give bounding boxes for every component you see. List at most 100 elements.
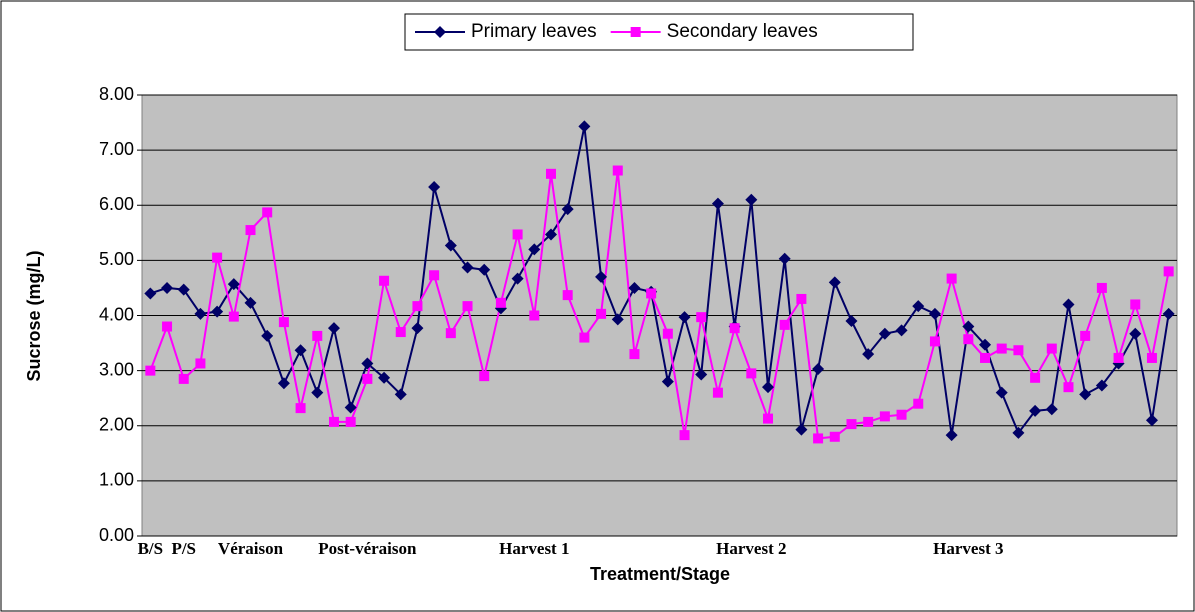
data-point xyxy=(295,403,306,414)
data-point xyxy=(980,352,991,363)
data-point xyxy=(812,362,825,375)
data-point xyxy=(1162,307,1175,320)
data-point xyxy=(828,276,841,289)
data-point xyxy=(729,323,740,334)
data-point xyxy=(863,416,874,427)
data-point xyxy=(1146,352,1157,363)
data-point xyxy=(394,388,407,401)
data-point xyxy=(562,290,573,301)
data-point xyxy=(929,336,940,347)
data-point xyxy=(712,387,723,398)
data-point xyxy=(294,344,307,357)
data-point xyxy=(1163,266,1174,277)
data-point xyxy=(813,433,824,444)
data-point xyxy=(878,327,891,340)
data-point xyxy=(879,411,890,422)
data-point xyxy=(711,197,724,210)
legend-label: Secondary leaves xyxy=(667,21,818,42)
data-point xyxy=(796,293,807,304)
data-point xyxy=(277,377,290,390)
x-tick-label: P/S xyxy=(171,539,196,558)
x-tick-label: Harvest 1 xyxy=(499,539,569,558)
data-point xyxy=(228,311,239,322)
data-point xyxy=(479,371,490,382)
data-point xyxy=(379,275,390,286)
y-tick-label: 6.00 xyxy=(99,194,134,214)
data-point xyxy=(763,413,774,424)
data-point xyxy=(327,322,340,335)
series-line xyxy=(150,126,1170,436)
data-point xyxy=(1130,299,1141,310)
data-point xyxy=(946,273,957,284)
data-point xyxy=(445,328,456,339)
data-point xyxy=(595,270,608,283)
data-point xyxy=(544,228,557,241)
data-point xyxy=(1062,298,1075,311)
data-point xyxy=(362,373,373,384)
data-point xyxy=(928,307,941,320)
data-point xyxy=(945,429,958,442)
data-point xyxy=(695,368,708,381)
data-point xyxy=(177,283,190,296)
data-point xyxy=(795,423,808,436)
data-point xyxy=(862,348,875,361)
data-point xyxy=(962,320,975,333)
data-point xyxy=(762,381,775,394)
data-point xyxy=(1129,327,1142,340)
data-point xyxy=(1045,403,1058,416)
data-point xyxy=(511,272,524,285)
data-point xyxy=(411,322,424,335)
y-tick-label: 2.00 xyxy=(99,415,134,435)
data-point xyxy=(779,319,790,330)
data-point xyxy=(444,239,457,252)
data-point xyxy=(913,398,924,409)
legend-marker xyxy=(434,26,446,38)
data-point xyxy=(679,430,690,441)
data-point xyxy=(278,317,289,328)
data-point xyxy=(212,252,223,263)
data-point xyxy=(678,311,691,324)
data-point xyxy=(912,300,925,313)
data-point xyxy=(596,308,607,319)
data-point xyxy=(1079,388,1092,401)
y-tick-label: 0.00 xyxy=(99,525,134,545)
y-tick-label: 1.00 xyxy=(99,470,134,490)
data-point xyxy=(662,328,673,339)
data-point xyxy=(1012,426,1025,439)
data-point xyxy=(996,343,1007,354)
y-tick-label: 3.00 xyxy=(99,359,134,379)
y-tick-label: 8.00 xyxy=(99,84,134,104)
data-point xyxy=(462,301,473,312)
data-point xyxy=(495,297,506,308)
data-point xyxy=(611,313,624,326)
data-point xyxy=(162,321,173,332)
data-point xyxy=(561,203,574,216)
data-point xyxy=(1063,382,1074,393)
data-point xyxy=(1095,379,1108,392)
data-point xyxy=(528,243,541,256)
data-point xyxy=(245,225,256,236)
data-point xyxy=(579,332,590,343)
data-point xyxy=(161,281,174,294)
data-point xyxy=(211,305,224,318)
data-point xyxy=(612,165,623,176)
data-point xyxy=(429,270,440,281)
x-tick-label: Harvest 2 xyxy=(716,539,786,558)
legend-marker xyxy=(630,27,641,37)
y-tick-label: 5.00 xyxy=(99,249,134,269)
data-point xyxy=(1080,330,1091,341)
data-point xyxy=(512,229,523,240)
data-point xyxy=(1096,282,1107,293)
data-point xyxy=(428,181,441,194)
data-point xyxy=(1030,372,1041,383)
data-point xyxy=(696,312,707,323)
data-point xyxy=(461,261,474,274)
data-point xyxy=(745,193,758,206)
data-point xyxy=(845,315,858,328)
x-axis-title: Treatment/Stage xyxy=(590,564,730,584)
data-point xyxy=(895,324,908,337)
data-point xyxy=(195,358,206,369)
data-point xyxy=(846,419,857,430)
data-point xyxy=(144,287,157,300)
data-point xyxy=(979,338,992,351)
